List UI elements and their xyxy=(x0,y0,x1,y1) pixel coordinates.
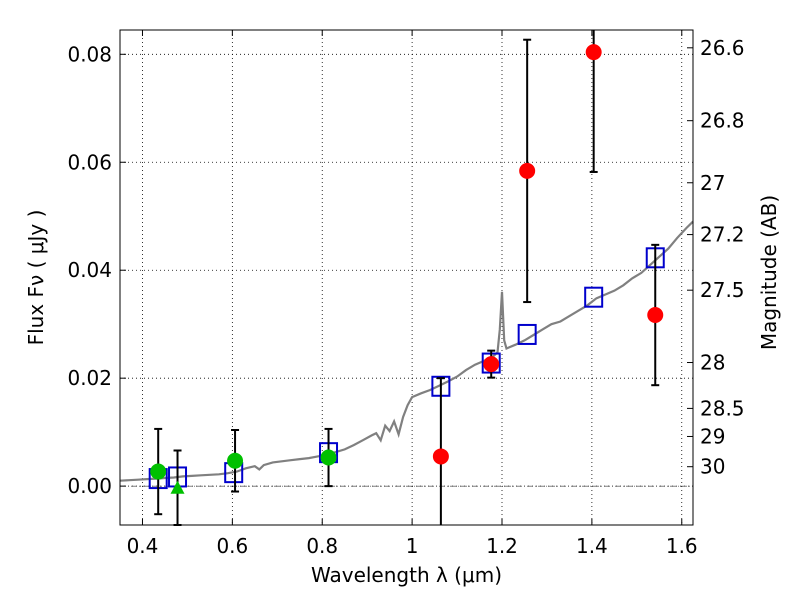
right-tick-label: 28.5 xyxy=(700,396,745,420)
right-tick-label: 26.8 xyxy=(700,109,745,133)
model-point xyxy=(517,323,537,345)
y-tick-label: 0.00 xyxy=(67,474,112,498)
data-point xyxy=(227,452,244,469)
x-tick-label: 0.4 xyxy=(127,534,159,558)
y-tick-label: 0.06 xyxy=(67,150,112,174)
data-point xyxy=(320,449,337,466)
y-tick-label: 0.08 xyxy=(67,42,112,66)
right-tick-label: 28 xyxy=(700,351,725,375)
right-tick-label: 27 xyxy=(700,171,725,195)
right-tick-label: 30 xyxy=(700,455,725,479)
grid xyxy=(120,30,693,525)
series-near-IR-detections xyxy=(432,30,664,525)
data-series xyxy=(119,30,694,526)
series-optical-detections xyxy=(150,427,337,516)
right-axis-label: Magnitude (AB) xyxy=(757,195,781,350)
right-tick-label: 27.5 xyxy=(700,278,745,302)
x-tick-label: 0.8 xyxy=(306,534,338,558)
data-point xyxy=(150,463,167,480)
x-tick-label: 1 xyxy=(406,534,419,558)
y-tick-label: 0.02 xyxy=(67,366,112,390)
data-point xyxy=(647,307,664,324)
y-tick-label: 0.04 xyxy=(67,258,112,282)
axis-ticks: 0.4 0.6 0.8 1 1.2 1.4 1.6 0.00 0.02 0.04 0.06 0.08 2… xyxy=(67,30,745,558)
data-point xyxy=(483,356,500,373)
right-tick-label: 29 xyxy=(700,424,725,448)
x-tick-label: 1.4 xyxy=(576,534,608,558)
series-optical-upper-point xyxy=(170,449,185,526)
data-point xyxy=(585,44,602,61)
right-tick-label: 27.2 xyxy=(700,223,745,247)
series-model-photometry xyxy=(148,247,665,490)
x-tick-label: 1.6 xyxy=(666,534,698,558)
x-axis-label: Wavelength λ (μm) xyxy=(311,563,502,587)
right-tick-label: 26.6 xyxy=(700,36,745,60)
spectrum-line xyxy=(119,220,694,482)
data-point-triangle xyxy=(170,480,185,494)
x-tick-label: 0.6 xyxy=(216,534,248,558)
data-point xyxy=(432,448,449,465)
x-tick-label: 1.2 xyxy=(486,534,518,558)
model-point xyxy=(584,286,604,308)
data-point xyxy=(519,162,536,179)
series-model-spectrum xyxy=(119,220,694,482)
y-axis-label: Flux Fν ( μJy ) xyxy=(24,210,48,346)
plot-frame xyxy=(119,29,694,526)
